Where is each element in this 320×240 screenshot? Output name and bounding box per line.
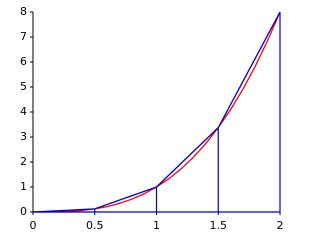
y-tick-label: 5 [20, 80, 27, 93]
y-tick-label: 7 [20, 30, 27, 43]
x-tick-label: 2 [277, 219, 284, 232]
y-tick-label: 2 [20, 155, 27, 168]
x-tick-label: 0 [30, 219, 37, 232]
y-tick-label: 8 [20, 5, 27, 18]
y-tick-label: 3 [20, 130, 27, 143]
series-line [32, 11, 281, 213]
series-line [32, 11, 281, 213]
x-tick-label: 1 [153, 219, 160, 232]
y-tick-label: 6 [20, 55, 27, 68]
x-tick-label: 0.5 [86, 219, 104, 232]
x-tick-label: 1.5 [210, 219, 228, 232]
y-tick-label: 1 [20, 180, 27, 193]
y-tick-label: 0 [20, 205, 27, 218]
chart: 0 1 2 3 4 5 6 7 8 0 0.5 1 1.5 2 [20, 5, 284, 232]
y-tick-label: 4 [20, 105, 27, 118]
